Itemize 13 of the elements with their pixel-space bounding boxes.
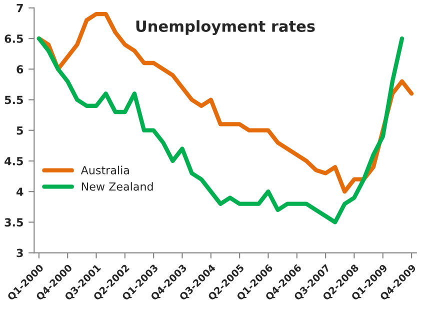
y-tick-label: 4.5 <box>4 157 23 166</box>
y-tick-label: 7 <box>16 4 23 12</box>
y-tick-label: 5.5 <box>4 96 23 104</box>
y-tick-label: 3.5 <box>4 218 23 227</box>
y-tick-label: 4 <box>16 188 24 196</box>
y-tick-label: 5 <box>16 126 23 135</box>
legend-label: Australia <box>80 166 129 174</box>
y-tick-label: 3 <box>16 248 23 258</box>
legend-label: New Zealand <box>82 182 153 191</box>
y-tick-label: 6 <box>16 65 24 74</box>
text: Unemployment rates <box>136 20 315 36</box>
y-tick-label: 6.5 <box>4 34 23 43</box>
line-series <box>36 36 404 224</box>
